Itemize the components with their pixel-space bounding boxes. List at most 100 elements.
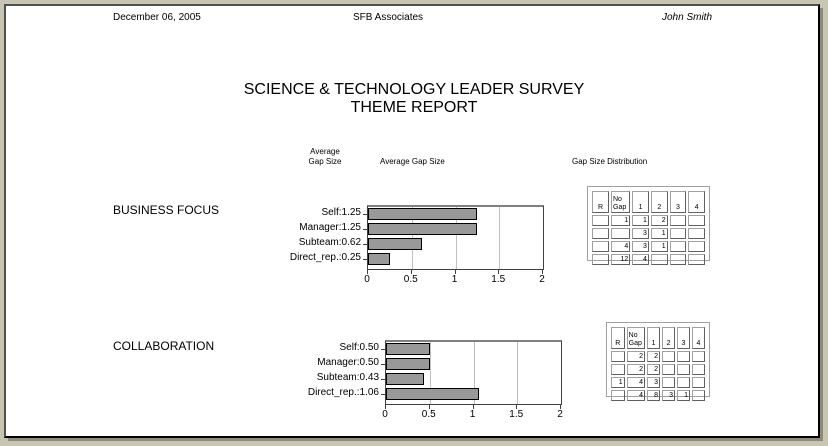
column-header: 1 [632, 191, 649, 213]
table-cell [611, 364, 625, 375]
table-cell [692, 377, 705, 388]
table-cell [662, 351, 676, 362]
table-row: 12 4 [592, 254, 705, 265]
page-shadow-right [820, 8, 823, 440]
x-tick-label: 1 [469, 409, 476, 420]
page-shadow-bottom [8, 438, 823, 441]
table-cell [692, 364, 705, 375]
column-header: R [592, 191, 609, 213]
x-tick-label: 1.5 [491, 274, 506, 285]
gridline [455, 207, 457, 269]
column-header-text: Gap [628, 340, 642, 347]
bar-label: Subteam:0.62 [298, 237, 361, 248]
business-focus-distribution-table: R No Gap 1 2 3 4 1 1 2 3 1 4 3 1 12 4 [587, 186, 710, 265]
plot-area [367, 205, 544, 270]
x-tick [472, 405, 474, 409]
table-cell [650, 254, 668, 265]
y-tick [381, 379, 385, 380]
table-cell: 3 [632, 228, 649, 239]
table-cell: 2 [647, 364, 661, 375]
table-cell [669, 254, 687, 265]
bar [368, 238, 423, 250]
column-header: 4 [692, 327, 705, 349]
table-cell: 1 [611, 377, 625, 388]
distribution-grid: R No Gap 1 2 3 4 1 1 2 3 1 4 3 1 12 4 [590, 189, 707, 267]
column-header: No Gap [626, 327, 646, 349]
table-cell: 1 [632, 215, 649, 226]
table-cell [669, 215, 687, 226]
table-cell [669, 241, 687, 252]
collaboration-chart: Self:0.50 Manager:0.50 Subteam:0.43 Direct_… [300, 340, 580, 425]
collaboration-distribution-table: R No Gap 1 2 3 4 2 2 2 2 1 4 3 4 8 3 1 [606, 322, 710, 401]
bar-label: Direct_rep.:1.06 [307, 387, 379, 398]
column-header-text: No [628, 332, 638, 339]
column-header-text: No [613, 196, 622, 203]
gridline [517, 342, 519, 404]
y-tick [363, 259, 367, 260]
distribution-header: Gap Size Distribution [572, 157, 648, 166]
table-cell [611, 390, 625, 401]
table-cell: 4 [626, 377, 646, 388]
table-cell [669, 228, 687, 239]
x-tick-label: 0.5 [421, 409, 436, 420]
table-cell [611, 228, 631, 239]
table-cell: 1 [650, 241, 668, 252]
table-cell: 1 [650, 228, 668, 239]
column-header: No Gap [611, 191, 631, 213]
column-header: 2 [662, 327, 676, 349]
gridline [473, 342, 475, 404]
x-tick-label: 2 [539, 274, 545, 285]
y-tick [381, 364, 385, 365]
table-cell: 1 [677, 390, 690, 401]
y-tick [363, 244, 367, 245]
table-cell: 2 [626, 364, 646, 375]
y-tick [381, 394, 385, 395]
avg-gap-chart-header: Average Gap Size [380, 157, 445, 166]
table-cell [662, 364, 676, 375]
column-header: 3 [677, 327, 690, 349]
bar [386, 358, 430, 370]
column-header: 1 [647, 327, 661, 349]
x-tick-label: 0 [364, 274, 370, 285]
plot-area [385, 340, 562, 405]
table-cell [611, 351, 625, 362]
table-cell: 2 [647, 351, 661, 362]
report-subtitle: THEME REPORT [350, 99, 478, 116]
y-tick [381, 349, 385, 350]
bar [368, 223, 478, 235]
column-header: 2 [650, 191, 668, 213]
x-tick [367, 270, 368, 274]
table-cell [677, 377, 690, 388]
table-cell [592, 241, 609, 252]
bar [368, 208, 478, 220]
x-tick-label: 1 [451, 274, 458, 285]
column-header-text: Gap [613, 204, 627, 211]
avg-gap-header-line2: Gap Size [308, 157, 342, 166]
section-label-business-focus: BUSINESS FOCUS [113, 203, 220, 217]
bar [368, 253, 390, 265]
table-cell [692, 390, 705, 401]
x-tick-label: 0.5 [403, 274, 418, 285]
company-name: SFB Associates [353, 12, 424, 23]
table-cell [692, 351, 705, 362]
x-tick [560, 405, 561, 409]
bar-label: Self:1.25 [321, 207, 361, 218]
gridline [499, 207, 501, 269]
table-cell: 12 [611, 254, 631, 265]
table-cell: 4 [632, 254, 649, 265]
business-focus-chart: Self:1.25 Manager:1.25 Subteam:0.62 Direct_… [282, 205, 562, 290]
x-tick [454, 270, 456, 274]
x-tick [542, 270, 543, 274]
table-cell: 4 [611, 241, 631, 252]
distribution-grid: R No Gap 1 2 3 4 2 2 2 2 1 4 3 4 8 3 1 [609, 325, 707, 403]
table-cell: 3 [632, 241, 649, 252]
gridline [429, 342, 431, 404]
table-cell: 1 [611, 215, 631, 226]
bar [386, 343, 430, 355]
